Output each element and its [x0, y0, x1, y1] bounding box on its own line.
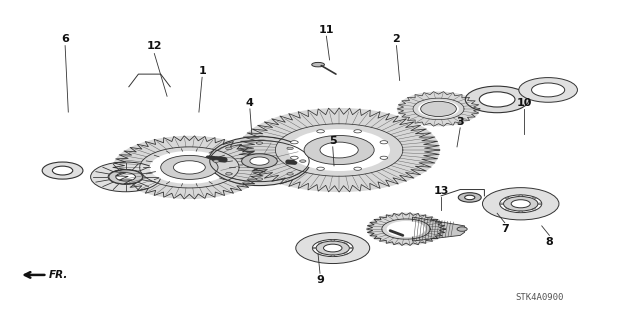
Polygon shape: [412, 217, 465, 241]
Ellipse shape: [500, 195, 541, 213]
Ellipse shape: [226, 147, 232, 150]
Ellipse shape: [226, 173, 232, 175]
Ellipse shape: [500, 203, 504, 204]
Ellipse shape: [296, 233, 370, 263]
Text: 2: 2: [392, 34, 401, 44]
Ellipse shape: [511, 200, 531, 208]
Text: 4: 4: [246, 98, 254, 108]
Ellipse shape: [532, 83, 564, 97]
Ellipse shape: [91, 162, 161, 192]
Ellipse shape: [387, 221, 426, 237]
Ellipse shape: [465, 195, 475, 200]
Ellipse shape: [380, 156, 388, 159]
Ellipse shape: [288, 129, 390, 171]
Ellipse shape: [300, 160, 306, 162]
Ellipse shape: [380, 141, 388, 144]
Text: 5: 5: [329, 136, 337, 145]
Ellipse shape: [504, 197, 538, 211]
Ellipse shape: [538, 203, 541, 204]
Ellipse shape: [506, 209, 509, 210]
Ellipse shape: [109, 170, 143, 184]
Ellipse shape: [161, 155, 218, 179]
Ellipse shape: [397, 92, 480, 126]
Ellipse shape: [317, 130, 324, 133]
Ellipse shape: [291, 141, 298, 144]
Ellipse shape: [312, 63, 324, 67]
Ellipse shape: [287, 173, 293, 175]
Ellipse shape: [312, 240, 353, 256]
Ellipse shape: [304, 136, 374, 165]
Ellipse shape: [317, 167, 324, 170]
Ellipse shape: [250, 157, 269, 165]
Ellipse shape: [239, 108, 440, 192]
Ellipse shape: [323, 244, 342, 252]
Ellipse shape: [312, 247, 316, 249]
Ellipse shape: [349, 247, 353, 249]
Text: FR.: FR.: [49, 270, 68, 280]
Ellipse shape: [256, 178, 262, 180]
Text: 3: 3: [456, 116, 464, 127]
Text: 13: 13: [433, 186, 449, 196]
Ellipse shape: [116, 173, 136, 181]
Ellipse shape: [209, 137, 310, 186]
Ellipse shape: [354, 130, 362, 133]
Ellipse shape: [316, 241, 349, 255]
Ellipse shape: [291, 156, 298, 159]
Text: 10: 10: [516, 98, 532, 108]
Ellipse shape: [318, 242, 321, 243]
Ellipse shape: [331, 240, 335, 241]
Ellipse shape: [344, 242, 348, 243]
Ellipse shape: [344, 253, 348, 254]
Ellipse shape: [113, 136, 266, 199]
Ellipse shape: [331, 255, 335, 256]
Ellipse shape: [420, 101, 456, 116]
Text: 11: 11: [319, 25, 334, 35]
Ellipse shape: [519, 195, 523, 197]
Ellipse shape: [52, 166, 73, 175]
Text: 8: 8: [545, 237, 553, 247]
Ellipse shape: [42, 162, 83, 179]
Ellipse shape: [108, 169, 143, 184]
Ellipse shape: [150, 151, 229, 184]
Ellipse shape: [173, 161, 205, 174]
Text: 6: 6: [61, 34, 69, 44]
Text: STK4A0900: STK4A0900: [516, 293, 564, 301]
Ellipse shape: [418, 100, 459, 117]
Text: 7: 7: [501, 224, 509, 234]
Ellipse shape: [532, 197, 536, 199]
Ellipse shape: [287, 147, 293, 150]
Ellipse shape: [483, 188, 559, 220]
Ellipse shape: [532, 209, 536, 210]
Ellipse shape: [318, 253, 321, 254]
Ellipse shape: [519, 211, 523, 213]
Ellipse shape: [465, 86, 529, 113]
Ellipse shape: [367, 213, 445, 246]
Ellipse shape: [320, 142, 358, 158]
Ellipse shape: [458, 193, 481, 202]
Text: 1: 1: [198, 66, 206, 76]
Ellipse shape: [479, 92, 515, 107]
Ellipse shape: [519, 78, 577, 102]
Text: 9: 9: [316, 275, 324, 285]
Ellipse shape: [506, 197, 509, 199]
Ellipse shape: [256, 142, 262, 144]
Text: 12: 12: [147, 41, 162, 51]
Ellipse shape: [354, 167, 362, 170]
Ellipse shape: [242, 154, 277, 168]
Ellipse shape: [457, 227, 467, 231]
Ellipse shape: [213, 160, 220, 162]
